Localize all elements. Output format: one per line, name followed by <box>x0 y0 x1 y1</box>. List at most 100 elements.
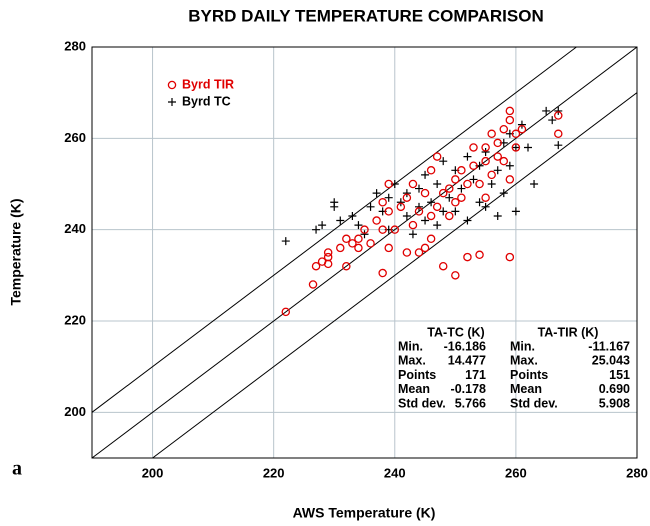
point <box>427 198 436 207</box>
point <box>451 271 460 280</box>
point <box>524 143 532 152</box>
y-tick-label: 260 <box>64 130 86 145</box>
point <box>548 116 557 125</box>
point <box>384 179 393 189</box>
point <box>396 198 405 207</box>
point <box>499 124 509 134</box>
point <box>457 166 466 175</box>
point <box>445 184 454 193</box>
point <box>426 234 436 244</box>
point <box>396 202 406 212</box>
point <box>348 239 357 248</box>
point <box>384 243 393 253</box>
point <box>487 180 496 188</box>
point <box>433 180 442 188</box>
point <box>408 179 418 189</box>
point <box>505 175 515 184</box>
panel-label: a <box>12 458 22 480</box>
point <box>318 221 327 230</box>
point <box>415 202 423 211</box>
stats-label: Mean <box>510 382 542 396</box>
point <box>426 211 436 221</box>
stats-label: Std dev. <box>510 396 558 410</box>
stats-value: -16.186 <box>444 339 486 353</box>
point <box>384 193 393 202</box>
point <box>475 250 484 260</box>
point <box>517 120 526 129</box>
y-tick-label: 280 <box>64 38 86 53</box>
x-axis-label: AWS Temperature (K) <box>293 505 436 521</box>
x-tick-label: 200 <box>142 465 164 480</box>
point <box>499 189 508 198</box>
point <box>463 179 472 189</box>
x-tick-label: 260 <box>505 465 527 480</box>
point <box>439 157 448 166</box>
point <box>281 307 291 317</box>
stats-label: Min. <box>510 339 535 353</box>
stats-label: Max. <box>398 354 426 368</box>
point <box>438 188 448 198</box>
stats-label: Points <box>398 368 436 382</box>
point <box>323 252 333 262</box>
point <box>463 216 472 225</box>
point <box>457 193 466 202</box>
x-tick-label: 240 <box>384 465 406 480</box>
point <box>415 184 423 193</box>
point <box>308 280 318 289</box>
point <box>348 211 357 220</box>
reference-line <box>152 92 638 459</box>
point <box>421 170 430 179</box>
stats-value: 0.690 <box>599 382 630 396</box>
y-tick-label: 200 <box>64 404 86 419</box>
point <box>554 111 563 120</box>
point <box>384 207 393 216</box>
point <box>493 138 502 148</box>
point <box>445 211 454 221</box>
point <box>336 243 345 253</box>
point <box>511 129 521 139</box>
stats-value: -0.178 <box>451 382 486 396</box>
point <box>360 225 369 234</box>
point <box>402 189 411 198</box>
point <box>554 129 563 139</box>
legend-label: Byrd TC <box>182 94 231 108</box>
point <box>330 198 339 207</box>
point <box>481 193 490 202</box>
point <box>408 220 418 230</box>
point <box>451 198 460 207</box>
point <box>432 152 442 161</box>
point <box>469 161 478 170</box>
point <box>408 230 417 239</box>
point <box>354 221 363 230</box>
stats-label: Points <box>510 368 548 382</box>
point <box>402 193 412 202</box>
point <box>493 211 502 220</box>
point <box>439 207 448 216</box>
point <box>554 106 563 115</box>
point <box>511 207 520 216</box>
point <box>493 152 502 161</box>
stats-label: Mean <box>398 382 430 396</box>
plot-frame <box>91 46 638 459</box>
stats-header: TA-TC (K) <box>427 325 484 339</box>
point <box>312 225 321 234</box>
point <box>445 193 454 202</box>
point <box>402 248 412 257</box>
y-tick-label: 220 <box>64 312 86 327</box>
x-tick-label: 280 <box>626 465 648 480</box>
point <box>493 166 502 175</box>
point <box>342 261 351 271</box>
point <box>372 216 381 225</box>
point <box>505 252 515 262</box>
stats-value: 171 <box>465 368 486 382</box>
point <box>481 148 490 157</box>
point <box>378 268 387 278</box>
point <box>438 261 448 271</box>
stats-value: 14.477 <box>448 354 486 368</box>
reference-line <box>91 46 577 413</box>
point <box>366 239 375 248</box>
point <box>451 175 460 184</box>
point <box>414 207 424 216</box>
point <box>323 248 333 257</box>
